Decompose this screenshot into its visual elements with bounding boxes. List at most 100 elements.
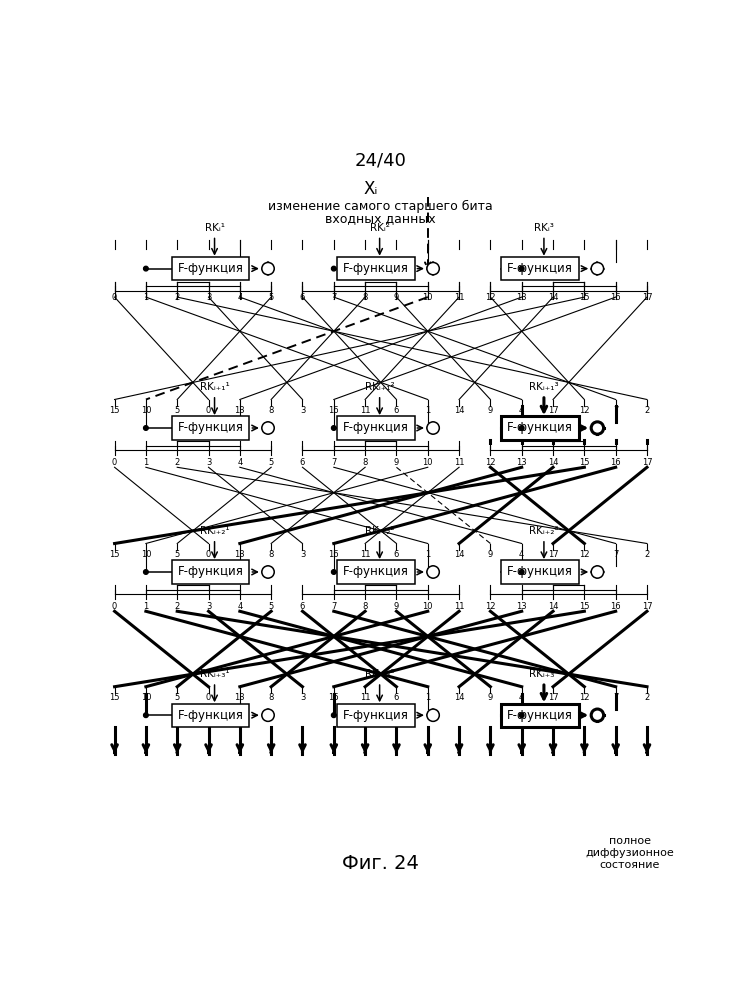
Text: 2: 2 — [175, 458, 180, 467]
Text: полное
диффузионное
состояние: полное диффузионное состояние — [585, 836, 675, 870]
Text: входных данных: входных данных — [325, 212, 435, 225]
Text: 11: 11 — [454, 458, 464, 467]
Text: 10: 10 — [140, 693, 151, 702]
Text: 11: 11 — [360, 550, 370, 559]
Text: RKᵢ¹: RKᵢ¹ — [204, 223, 224, 233]
Bar — [172, 560, 250, 584]
Text: 14: 14 — [454, 550, 464, 559]
Text: F-функция: F-функция — [343, 262, 409, 275]
Text: RKᵢ₊₃¹: RKᵢ₊₃¹ — [200, 669, 230, 679]
Text: F-функция: F-функция — [507, 565, 573, 578]
Text: 4: 4 — [237, 602, 242, 611]
Text: 16: 16 — [328, 406, 339, 415]
Circle shape — [331, 713, 336, 718]
Text: 1: 1 — [425, 693, 430, 702]
Text: 5: 5 — [268, 293, 274, 302]
Text: 3: 3 — [300, 406, 305, 415]
Text: 2: 2 — [644, 406, 649, 415]
Text: 17: 17 — [548, 406, 558, 415]
Text: 13: 13 — [235, 550, 245, 559]
Text: RKᵢ₊₂³: RKᵢ₊₂³ — [529, 526, 559, 536]
Text: 2: 2 — [644, 550, 649, 559]
Circle shape — [331, 570, 336, 574]
Text: 4: 4 — [519, 550, 525, 559]
Bar — [337, 416, 415, 440]
Bar — [172, 704, 250, 727]
Text: 7: 7 — [613, 550, 618, 559]
Text: 7: 7 — [331, 458, 337, 467]
Circle shape — [262, 262, 274, 275]
Text: F-функция: F-функция — [178, 422, 244, 434]
Circle shape — [591, 262, 603, 275]
Text: 13: 13 — [235, 693, 245, 702]
Circle shape — [427, 709, 439, 721]
Text: 15: 15 — [109, 550, 120, 559]
Text: 8: 8 — [363, 602, 368, 611]
Circle shape — [519, 426, 524, 430]
Circle shape — [262, 422, 274, 434]
Text: 9: 9 — [394, 293, 399, 302]
Text: 15: 15 — [579, 602, 590, 611]
Text: 7: 7 — [613, 693, 618, 702]
Text: 4: 4 — [519, 406, 525, 415]
Text: RKᵢ₊₂²: RKᵢ₊₂² — [365, 526, 395, 536]
Text: 7: 7 — [613, 406, 618, 415]
Text: 10: 10 — [423, 602, 433, 611]
Text: 10: 10 — [140, 550, 151, 559]
Circle shape — [262, 566, 274, 578]
Text: 0: 0 — [206, 693, 211, 702]
Bar — [502, 560, 579, 584]
Text: 3: 3 — [206, 458, 211, 467]
Text: 1: 1 — [143, 293, 149, 302]
Text: 6: 6 — [300, 602, 305, 611]
Circle shape — [427, 262, 439, 275]
Text: 15: 15 — [109, 406, 120, 415]
Text: 2: 2 — [175, 602, 180, 611]
Text: 10: 10 — [423, 458, 433, 467]
Text: 1: 1 — [143, 458, 149, 467]
Text: 1: 1 — [143, 602, 149, 611]
Text: 6: 6 — [300, 293, 305, 302]
Text: изменение самого старшего бита: изменение самого старшего бита — [268, 200, 493, 213]
Text: 17: 17 — [548, 550, 558, 559]
Text: 14: 14 — [454, 406, 464, 415]
Text: RKᵢ₊₁¹: RKᵢ₊₁¹ — [200, 382, 230, 392]
Bar — [172, 257, 250, 280]
Text: 16: 16 — [610, 458, 621, 467]
Text: 14: 14 — [454, 693, 464, 702]
Text: 6: 6 — [394, 550, 399, 559]
Text: 3: 3 — [206, 293, 211, 302]
Circle shape — [331, 426, 336, 430]
Circle shape — [143, 570, 148, 574]
Bar — [172, 416, 250, 440]
Circle shape — [262, 709, 274, 721]
Text: 0: 0 — [112, 293, 117, 302]
Text: 5: 5 — [268, 602, 274, 611]
Text: F-функция: F-функция — [507, 422, 573, 434]
Text: 7: 7 — [331, 293, 337, 302]
Text: 11: 11 — [454, 602, 464, 611]
Text: 14: 14 — [548, 293, 558, 302]
Text: 16: 16 — [610, 293, 621, 302]
Circle shape — [143, 713, 148, 718]
Text: Xᵢ: Xᵢ — [363, 180, 377, 198]
Bar — [502, 704, 579, 727]
Text: 24/40: 24/40 — [354, 151, 406, 169]
Text: 0: 0 — [112, 458, 117, 467]
Text: 10: 10 — [140, 406, 151, 415]
Text: 2: 2 — [644, 693, 649, 702]
Text: 5: 5 — [175, 550, 180, 559]
Text: 10: 10 — [423, 293, 433, 302]
Text: 8: 8 — [268, 693, 274, 702]
Text: 5: 5 — [175, 406, 180, 415]
Text: 2: 2 — [175, 293, 180, 302]
Text: RKᵢ₊₃²: RKᵢ₊₃² — [365, 669, 395, 679]
Text: 9: 9 — [487, 550, 493, 559]
Text: 14: 14 — [548, 602, 558, 611]
Bar — [502, 416, 579, 440]
Text: 14: 14 — [548, 458, 558, 467]
Text: 17: 17 — [642, 458, 652, 467]
Text: 17: 17 — [548, 693, 558, 702]
Text: 7: 7 — [331, 602, 337, 611]
Circle shape — [519, 266, 524, 271]
